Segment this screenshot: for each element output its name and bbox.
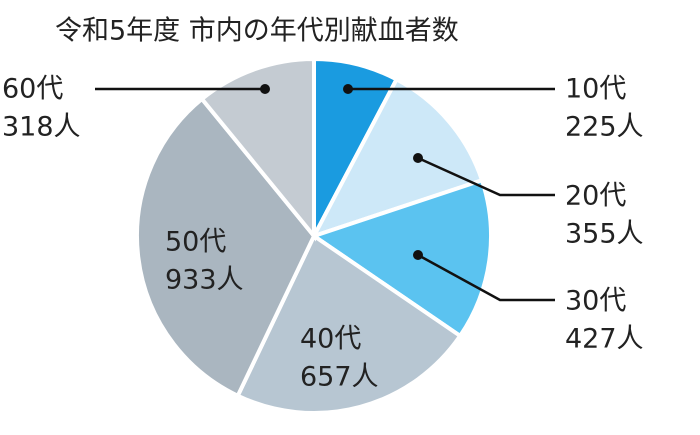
slice-value-label: 318人 <box>2 112 81 143</box>
slice-category: 40代 <box>300 324 361 355</box>
slice-category: 10代 <box>565 74 626 105</box>
slice-category: 50代 <box>165 227 226 258</box>
leader-dot <box>343 84 353 94</box>
slice-category: 60代 <box>2 74 63 105</box>
pie-slice <box>309 76 485 240</box>
slice-category: 20代 <box>565 181 626 212</box>
slice-value-label: 657人 <box>300 362 379 393</box>
chart-title: 令和5年度 市内の年代別献血者数 <box>55 16 459 47</box>
slice-value-label: 355人 <box>565 219 644 250</box>
slice-value-label: 225人 <box>565 112 644 143</box>
slice-value-label: 427人 <box>565 324 644 355</box>
leader-dot <box>260 84 270 94</box>
pie-slice <box>135 96 317 399</box>
pie-slice <box>199 56 316 242</box>
slice-value-label: 933人 <box>165 265 244 296</box>
leader-dot <box>413 153 423 163</box>
pie-slice <box>309 177 493 339</box>
leader-line <box>417 156 555 197</box>
leader-line <box>417 253 555 302</box>
leader-dot <box>413 250 423 260</box>
slice-category: 30代 <box>565 286 626 317</box>
